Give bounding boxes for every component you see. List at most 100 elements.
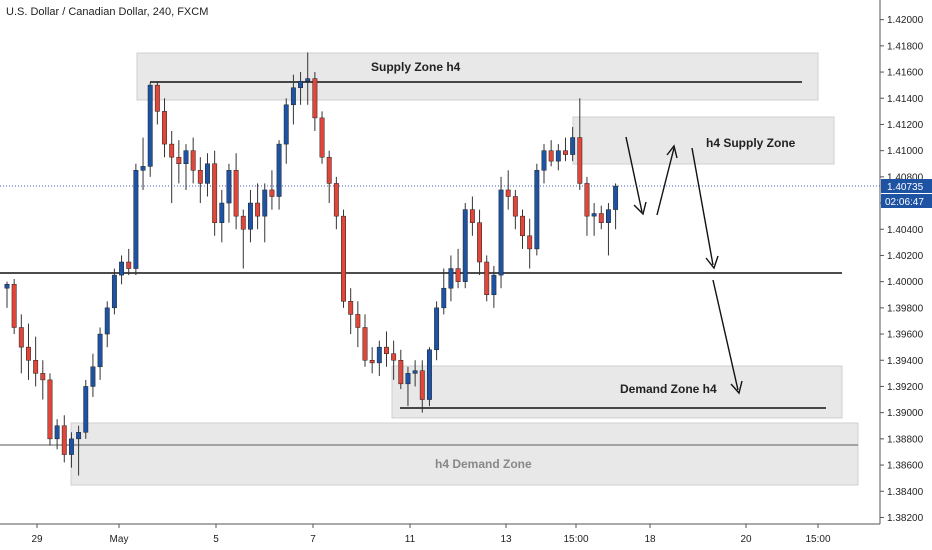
candle-body-down — [477, 222, 483, 263]
candle-body-up — [541, 150, 547, 171]
candle — [33, 336, 39, 387]
candle — [319, 111, 325, 164]
candle-body-up — [4, 284, 10, 289]
candle-body-down — [455, 268, 461, 282]
symbol-title: U.S. Dollar / Canadian Dollar, 240, FXCM — [6, 6, 208, 18]
candle — [419, 360, 425, 413]
candle-body-up — [68, 438, 74, 455]
price-tick-label: 1.40400 — [887, 225, 924, 236]
price-tick-label: 1.38400 — [887, 487, 924, 498]
candle-body-up — [441, 287, 447, 309]
candle-body-down — [419, 370, 425, 400]
candle — [520, 209, 525, 249]
last-price-badge — [881, 179, 932, 193]
price-tick-label: 1.41200 — [887, 120, 924, 131]
candle — [512, 189, 518, 230]
candle-body-down — [40, 373, 46, 381]
candle — [498, 176, 504, 289]
candle-body-up — [498, 189, 504, 276]
price-tick-label: 1.39200 — [887, 382, 924, 393]
time-tick-label: 18 — [644, 534, 656, 545]
candle-body-down — [154, 84, 160, 112]
candle — [176, 140, 182, 184]
arrow-2-head-icon — [666, 144, 678, 159]
candle — [205, 153, 210, 197]
candle — [613, 183, 619, 230]
candle-body-down — [212, 163, 218, 223]
candle — [226, 163, 232, 223]
candle — [147, 82, 153, 177]
candle — [341, 209, 346, 308]
arrow-4-head-icon — [730, 380, 743, 395]
price-tick-label: 1.40200 — [887, 251, 924, 262]
candle — [484, 255, 490, 302]
time-tick: 15:00 — [805, 524, 831, 545]
candle-body-down — [233, 170, 239, 217]
candle — [426, 347, 432, 407]
price-tick-label: 1.41800 — [887, 41, 924, 52]
candle-body-down — [563, 150, 568, 155]
arrows-layer — [625, 136, 743, 395]
time-tick: 29 — [31, 524, 43, 545]
candle-body-up — [183, 150, 189, 164]
candle — [26, 323, 31, 380]
candle — [584, 176, 590, 236]
time-axis[interactable]: 29 May 5 7 11 13 15:00 18 20 15:00 — [0, 523, 880, 545]
candle — [68, 432, 74, 468]
candle — [240, 209, 246, 269]
candle — [90, 353, 96, 397]
candle-body-up — [205, 163, 210, 184]
candle-body-down — [548, 150, 554, 162]
candle-body-up — [283, 104, 289, 145]
time-tick: 20 — [740, 524, 752, 545]
arrow-3 — [691, 147, 714, 266]
candle-body-up — [305, 78, 311, 82]
candle-body-up — [140, 166, 146, 171]
zones-layer — [70, 52, 859, 486]
candle — [491, 265, 497, 308]
time-tick-label: May — [110, 534, 129, 545]
candle — [591, 203, 597, 236]
candle — [305, 52, 311, 105]
candle — [577, 98, 583, 190]
candle — [298, 72, 304, 105]
arrow-3-head-icon — [705, 255, 719, 270]
candle-body-down — [47, 379, 53, 440]
candle-body-down — [384, 346, 389, 354]
candle-body-down — [26, 346, 31, 361]
candle — [104, 301, 110, 348]
zone-labels: Supply Zone h4 h4 Supply Zone Demand Zon… — [371, 60, 796, 471]
candle — [276, 140, 282, 210]
candle — [154, 82, 160, 125]
time-tick: May — [110, 524, 129, 545]
candle-body-up — [219, 202, 225, 223]
candle-body-up — [104, 307, 110, 335]
candle — [391, 340, 397, 380]
levels-layer — [0, 81, 880, 446]
price-tick-label: 1.41600 — [887, 68, 924, 79]
candle — [405, 366, 411, 407]
candle — [398, 349, 404, 390]
candle-body-down — [484, 261, 490, 295]
candle — [348, 288, 354, 335]
price-tick-label: 1.39400 — [887, 356, 924, 367]
price-tick-label: 1.42000 — [887, 15, 924, 26]
candle — [97, 327, 103, 380]
time-tick-label: 5 — [213, 534, 219, 545]
candle — [598, 205, 604, 230]
candle — [133, 163, 139, 276]
candle — [119, 255, 125, 285]
candle — [40, 360, 46, 400]
candle — [247, 189, 253, 243]
candle — [190, 137, 196, 184]
candle — [548, 140, 554, 167]
arrow-1 — [625, 136, 643, 213]
candle-body-down — [398, 360, 404, 385]
candle-body-down — [355, 314, 361, 328]
candle — [605, 203, 611, 256]
candle-body-up — [247, 202, 253, 230]
candle-body-up — [376, 346, 382, 364]
candle — [219, 189, 225, 243]
price-axis[interactable]: 1.42000 1.41800 1.41600 1.41400 1.41200 1.410… — [879, 0, 932, 524]
